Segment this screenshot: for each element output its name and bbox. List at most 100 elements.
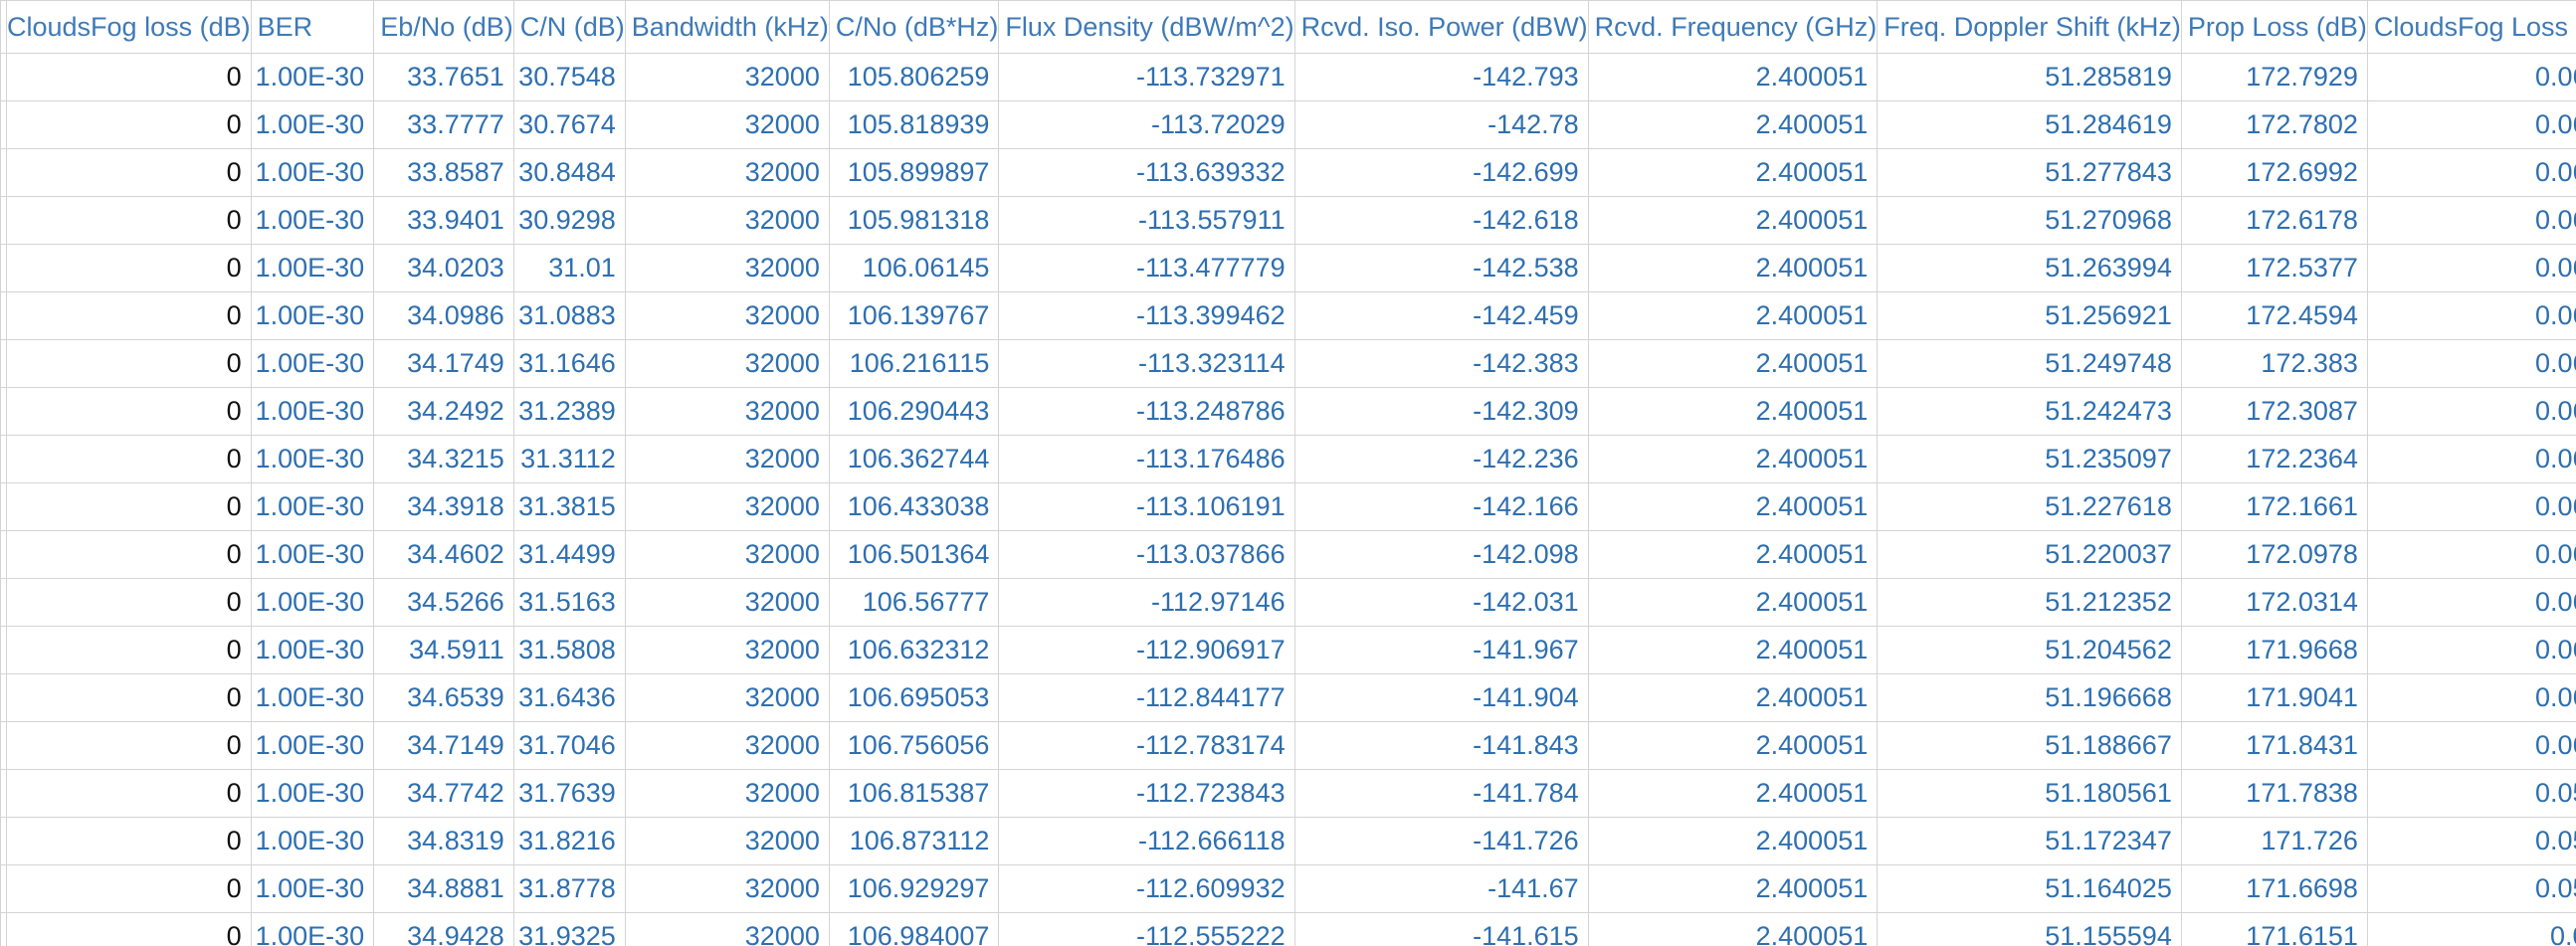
table-cell[interactable]: 172.1661 — [2180, 482, 2368, 531]
table-cell[interactable]: 31.4499 — [512, 530, 626, 579]
table-cell[interactable]: 0.0633 — [2366, 482, 2576, 531]
table-cell[interactable]: 2.400051 — [1587, 769, 1879, 818]
table-cell[interactable]: 51.263994 — [1877, 244, 2182, 292]
table-cell[interactable]: 33.9401 — [373, 196, 514, 245]
table-cell[interactable]: 2.400051 — [1587, 435, 1879, 483]
table-cell[interactable]: 1.00E-30 — [250, 721, 375, 770]
table-cell[interactable]: 30.9298 — [512, 196, 626, 245]
table-cell[interactable]: 0.0652 — [2366, 244, 2576, 292]
table-cell[interactable]: 106.216115 — [828, 339, 1000, 388]
table-cell[interactable]: -113.399462 — [998, 291, 1295, 340]
table-cell[interactable]: 51.188667 — [1877, 721, 2182, 770]
table-cell[interactable]: 106.290443 — [828, 387, 1000, 436]
column-header-3[interactable]: C/N (dB) — [512, 0, 626, 54]
table-cell[interactable]: 106.362744 — [828, 435, 1000, 483]
table-cell[interactable]: 0 — [0, 530, 252, 579]
table-cell[interactable]: 34.7742 — [373, 769, 514, 818]
table-cell[interactable]: 32000 — [624, 530, 830, 579]
table-cell[interactable]: 2.400051 — [1587, 100, 1879, 149]
table-cell[interactable]: 106.695053 — [828, 673, 1000, 722]
table-cell[interactable]: 0.0615 — [2366, 626, 2576, 674]
table-cell[interactable]: -113.323114 — [998, 339, 1295, 388]
table-cell[interactable]: 34.0203 — [373, 244, 514, 292]
table-cell[interactable]: 105.899897 — [828, 148, 1000, 197]
table-cell[interactable]: 51.270968 — [1877, 196, 2182, 245]
table-cell[interactable]: 51.220037 — [1877, 530, 2182, 579]
table-cell[interactable]: 0.0602 — [2366, 721, 2576, 770]
table-cell[interactable]: 172.0314 — [2180, 578, 2368, 627]
table-cell[interactable]: -113.732971 — [998, 53, 1295, 101]
table-cell[interactable]: 106.756056 — [828, 721, 1000, 770]
table-cell[interactable]: 1.00E-30 — [250, 482, 375, 531]
table-cell[interactable]: 34.6539 — [373, 673, 514, 722]
table-cell[interactable]: 171.9668 — [2180, 626, 2368, 674]
table-cell[interactable]: 2.400051 — [1587, 626, 1879, 674]
table-cell[interactable]: 1.00E-30 — [250, 339, 375, 388]
table-cell[interactable]: 2.400051 — [1587, 148, 1879, 197]
table-cell[interactable]: 31.5163 — [512, 578, 626, 627]
table-cell[interactable]: 32000 — [624, 387, 830, 436]
table-cell[interactable]: 172.7802 — [2180, 100, 2368, 149]
table-cell[interactable]: 0.0628 — [2366, 530, 2576, 579]
table-cell[interactable]: 0 — [0, 673, 252, 722]
table-cell[interactable]: 32000 — [624, 817, 830, 865]
table-cell[interactable]: 2.400051 — [1587, 817, 1879, 865]
table-cell[interactable]: 34.5266 — [373, 578, 514, 627]
table-cell[interactable]: 1.00E-30 — [250, 530, 375, 579]
table-cell[interactable]: 33.7651 — [373, 53, 514, 101]
table-cell[interactable]: 1.00E-30 — [250, 53, 375, 101]
table-cell[interactable]: 2.400051 — [1587, 673, 1879, 722]
table-cell[interactable]: 2.400051 — [1587, 530, 1879, 579]
table-cell[interactable]: -142.459 — [1293, 291, 1589, 340]
table-cell[interactable]: 31.9325 — [512, 912, 626, 946]
table-cell[interactable]: 2.400051 — [1587, 244, 1879, 292]
table-cell[interactable]: 0 — [0, 196, 252, 245]
table-cell[interactable]: 51.285819 — [1877, 53, 2182, 101]
table-cell[interactable]: -113.248786 — [998, 387, 1295, 436]
table-cell[interactable]: 0 — [0, 482, 252, 531]
table-cell[interactable]: -142.236 — [1293, 435, 1589, 483]
table-cell[interactable]: 171.6698 — [2180, 864, 2368, 913]
table-cell[interactable]: 1.00E-30 — [250, 626, 375, 674]
table-cell[interactable]: 1.00E-30 — [250, 817, 375, 865]
table-cell[interactable]: 0 — [0, 100, 252, 149]
table-cell[interactable]: -141.967 — [1293, 626, 1589, 674]
table-cell[interactable]: 0 — [0, 53, 252, 101]
table-cell[interactable]: 31.8216 — [512, 817, 626, 865]
table-cell[interactable]: 0.0655 — [2366, 100, 2576, 149]
table-cell[interactable]: -142.166 — [1293, 482, 1589, 531]
table-cell[interactable]: 32000 — [624, 673, 830, 722]
table-cell[interactable]: 0.057 — [2366, 912, 2576, 946]
column-header-7[interactable]: Rcvd. Iso. Power (dBW) — [1293, 0, 1589, 54]
table-cell[interactable]: 34.8881 — [373, 864, 514, 913]
table-cell[interactable]: 2.400051 — [1587, 291, 1879, 340]
table-cell[interactable]: 2.400051 — [1587, 482, 1879, 531]
table-cell[interactable]: 31.3815 — [512, 482, 626, 531]
table-cell[interactable]: 32000 — [624, 769, 830, 818]
table-cell[interactable]: 172.3087 — [2180, 387, 2368, 436]
table-cell[interactable]: 33.8587 — [373, 148, 514, 197]
table-cell[interactable]: 172.7929 — [2180, 53, 2368, 101]
table-cell[interactable]: 1.00E-30 — [250, 864, 375, 913]
table-cell[interactable]: 1.00E-30 — [250, 291, 375, 340]
table-cell[interactable]: 0 — [0, 387, 252, 436]
table-cell[interactable]: -142.618 — [1293, 196, 1589, 245]
table-cell[interactable]: 34.7149 — [373, 721, 514, 770]
table-cell[interactable]: -141.615 — [1293, 912, 1589, 946]
table-cell[interactable]: 2.400051 — [1587, 387, 1879, 436]
table-cell[interactable]: 2.400051 — [1587, 53, 1879, 101]
table-cell[interactable]: 0.0655 — [2366, 53, 2576, 101]
table-cell[interactable]: 51.249748 — [1877, 339, 2182, 388]
table-cell[interactable]: 31.5808 — [512, 626, 626, 674]
table-cell[interactable]: 34.9428 — [373, 912, 514, 946]
table-cell[interactable]: -142.383 — [1293, 339, 1589, 388]
table-cell[interactable]: 0 — [0, 578, 252, 627]
table-cell[interactable]: 0.0646 — [2366, 339, 2576, 388]
table-cell[interactable]: -112.97146 — [998, 578, 1295, 627]
table-cell[interactable]: -141.784 — [1293, 769, 1589, 818]
table-cell[interactable]: 51.196668 — [1877, 673, 2182, 722]
table-cell[interactable]: 51.212352 — [1877, 578, 2182, 627]
table-cell[interactable]: 106.139767 — [828, 291, 1000, 340]
table-cell[interactable]: 0.0586 — [2366, 817, 2576, 865]
table-cell[interactable]: 32000 — [624, 100, 830, 149]
